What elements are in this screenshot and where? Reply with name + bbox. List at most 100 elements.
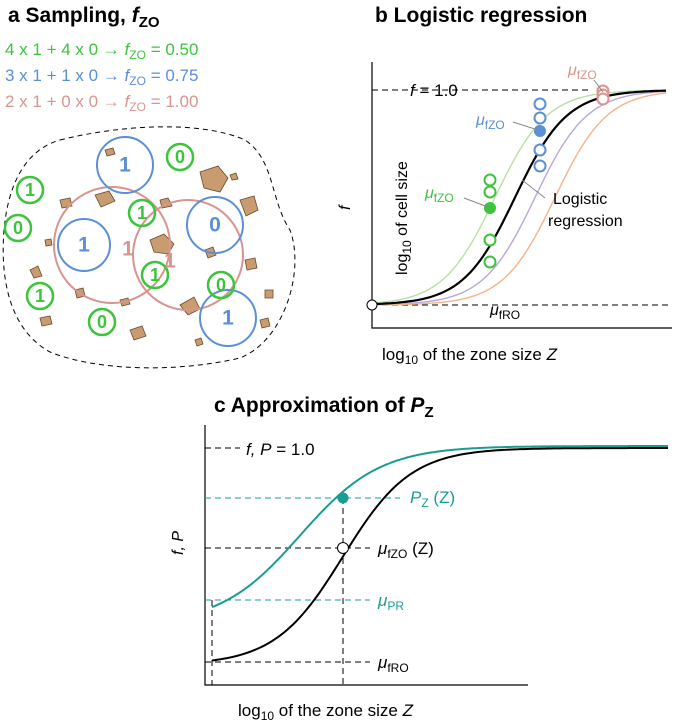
- green-label: 1: [35, 286, 45, 306]
- label-var: P: [410, 488, 422, 507]
- mu: μ: [567, 62, 577, 79]
- green-label: 0: [13, 218, 23, 238]
- label-text: = 1.0: [419, 81, 457, 100]
- green-label: 1: [150, 265, 160, 285]
- eq-result: = 0.50: [151, 40, 199, 59]
- leaders: [463, 79, 604, 208]
- label-sub: 10: [405, 353, 419, 367]
- panel-letter: a: [8, 4, 20, 27]
- label-text: of the zone size: [423, 345, 542, 364]
- panel-c-title: c Approximation of PZ: [214, 394, 434, 421]
- label-var: f, P: [246, 440, 272, 459]
- label-pre: log: [382, 345, 405, 364]
- mu: μ: [475, 112, 485, 129]
- inner-label: log10 of cell size: [394, 161, 415, 275]
- label-text: = 1.0: [276, 440, 314, 459]
- green-point: [483, 255, 497, 269]
- logistic-curve: [371, 89, 667, 306]
- label-sub: fZO: [387, 547, 407, 561]
- title-text: Logistic regression: [394, 4, 588, 27]
- x-label: log10 of the zone size Z: [238, 701, 414, 724]
- eq-result: = 1.00: [151, 92, 199, 111]
- label-pre: log: [238, 701, 261, 720]
- eq-text: 4 x 1 + 4 x 0 →: [5, 40, 120, 59]
- equation: 2 x 1 + 0 x 0 → fZO = 1.00: [5, 92, 198, 115]
- blue-point: [533, 97, 547, 111]
- eq-sub: ZO: [129, 48, 146, 62]
- pink-point: [596, 92, 610, 106]
- blue-label: 1: [119, 154, 131, 177]
- equation: 4 x 1 + 4 x 0 → fZO = 0.50: [5, 40, 198, 63]
- mu-label: μfZO: [475, 112, 505, 132]
- label-var: μ: [377, 653, 388, 672]
- label-var: μ: [377, 591, 388, 610]
- pz-curve: [211, 445, 668, 609]
- title-var: f: [132, 4, 141, 27]
- eq-text: 3 x 1 + 1 x 0 →: [5, 66, 120, 85]
- mufro-label: μfRO: [377, 653, 409, 675]
- green-label: 0: [97, 312, 107, 332]
- panel-letter: b: [375, 4, 388, 27]
- mu: μ: [424, 185, 434, 202]
- green-fit: [484, 202, 496, 214]
- panel-b-title: b Logistic regression: [375, 4, 587, 27]
- label-var: μ: [377, 539, 388, 558]
- label-sub: PR: [387, 599, 404, 613]
- green-circles: [3, 142, 236, 337]
- green-point: [483, 173, 497, 187]
- mupr-label: μPR: [377, 591, 404, 613]
- blue-circles: [57, 136, 257, 347]
- top-label: f, P = 1.0: [246, 440, 315, 459]
- curve: [371, 90, 667, 306]
- green-point: [483, 233, 497, 247]
- curves: [366, 84, 667, 311]
- mu-sub: fRO: [499, 308, 520, 322]
- curve-label: regression: [548, 213, 623, 230]
- top-label: f = 1.0: [410, 81, 458, 100]
- curve-label: Logistic: [553, 191, 607, 208]
- y-label: f: [337, 204, 354, 210]
- label-sub: 10: [261, 709, 275, 723]
- panel-letter: c: [214, 394, 226, 417]
- eq-var: f: [125, 40, 132, 59]
- axes: [204, 425, 528, 686]
- label-text: (Z): [412, 539, 434, 558]
- pz-point: [337, 492, 349, 504]
- fzo-curve: [211, 447, 668, 662]
- sample-boundary: [2, 126, 296, 369]
- label-text: of cell size: [394, 161, 411, 236]
- green-point: [483, 185, 497, 199]
- blue-point: [533, 111, 547, 125]
- green-label: 1: [25, 180, 35, 200]
- equation: 3 x 1 + 1 x 0 → fZO = 0.75: [5, 66, 198, 89]
- mu-sub: fZO: [485, 118, 505, 132]
- pz-label: PZ (Z): [410, 488, 455, 511]
- origin-point: [366, 299, 378, 311]
- eq-result: = 0.75: [151, 66, 199, 85]
- label-var: f: [410, 81, 417, 100]
- eq-sub: ZO: [129, 74, 146, 88]
- curve: [371, 89, 666, 304]
- mu-label: μfZO: [567, 62, 597, 82]
- eq-var: f: [125, 92, 132, 111]
- panel-a-title: a Sampling, fZO: [8, 4, 160, 31]
- title-text: Sampling,: [26, 4, 126, 27]
- x-label: log10 of the zone size Z: [382, 345, 558, 368]
- mu-sub: fZO: [434, 191, 454, 205]
- mu: μ: [489, 302, 499, 319]
- green-label: 0: [175, 147, 185, 167]
- curves: [211, 445, 668, 662]
- equations: 4 x 1 + 4 x 0 → fZO = 0.50 3 x 1 + 1 x 0…: [5, 40, 198, 115]
- mu-sub: fZO: [577, 68, 597, 82]
- label-pre: log: [394, 254, 411, 275]
- title-sub: Z: [424, 404, 433, 421]
- bottom-label: μfRO: [489, 302, 520, 322]
- eq-sub: ZO: [129, 100, 146, 114]
- blue-point: [533, 159, 547, 173]
- fzo-point: [337, 542, 349, 554]
- label-sub: 10: [400, 240, 414, 254]
- label-sub: Z: [421, 496, 428, 510]
- title-var: P: [410, 394, 425, 417]
- pink-label: 1: [122, 238, 134, 261]
